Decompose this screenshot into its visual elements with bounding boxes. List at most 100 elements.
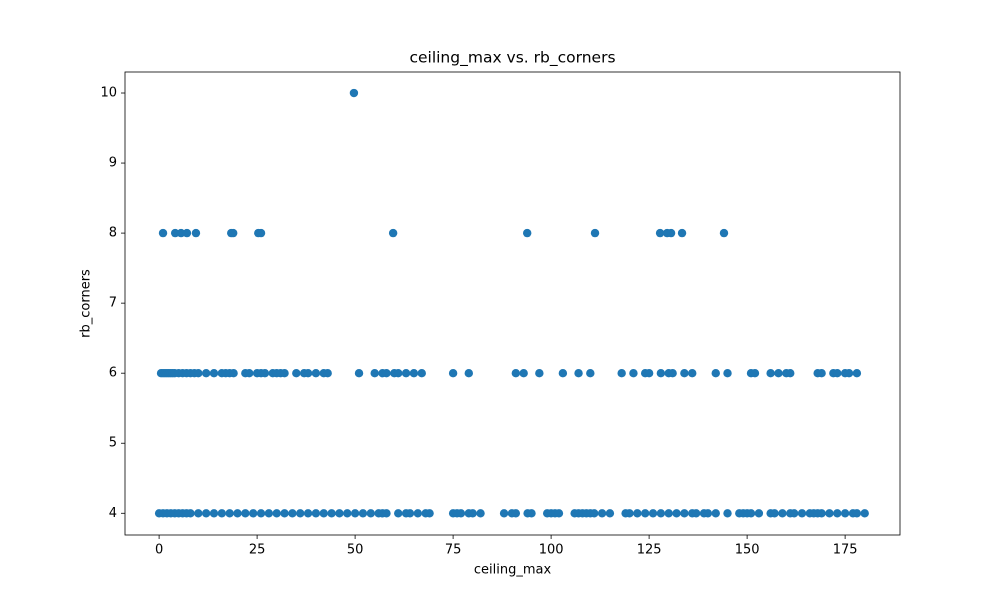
x-tick-label: 25 xyxy=(249,543,266,558)
point xyxy=(194,368,203,378)
point xyxy=(248,509,258,518)
point xyxy=(303,368,313,378)
point xyxy=(296,509,305,518)
point xyxy=(833,509,842,518)
point xyxy=(746,509,756,518)
point xyxy=(672,509,681,518)
plot-frame xyxy=(124,71,901,536)
point xyxy=(413,509,423,518)
point xyxy=(574,368,583,378)
point xyxy=(586,368,595,378)
point xyxy=(597,509,607,518)
point xyxy=(382,509,391,518)
point xyxy=(366,509,375,518)
point xyxy=(590,509,599,518)
point xyxy=(644,368,654,378)
point xyxy=(358,509,368,518)
point xyxy=(677,228,687,238)
point xyxy=(228,228,238,238)
point xyxy=(852,368,862,378)
point xyxy=(425,509,434,518)
point xyxy=(656,509,666,518)
point xyxy=(401,368,411,378)
point xyxy=(750,368,760,378)
point xyxy=(664,509,673,518)
point xyxy=(519,368,528,378)
point xyxy=(311,509,321,518)
point xyxy=(417,368,426,378)
point xyxy=(394,509,403,518)
point xyxy=(711,509,720,518)
point xyxy=(774,368,783,378)
point xyxy=(640,509,650,518)
y-tick-label: 9 xyxy=(109,156,117,171)
point xyxy=(260,368,270,378)
chart-title: ceiling_max vs. rb_corners xyxy=(409,49,615,68)
x-tick-label: 75 xyxy=(445,543,462,558)
point xyxy=(217,509,227,518)
point xyxy=(174,509,183,518)
point xyxy=(201,509,211,518)
point xyxy=(256,509,266,518)
point xyxy=(617,368,626,378)
point xyxy=(688,368,697,378)
point xyxy=(319,509,328,518)
point xyxy=(327,509,336,518)
point xyxy=(633,509,642,518)
point xyxy=(766,368,775,378)
point xyxy=(201,368,211,378)
point xyxy=(303,509,313,518)
point xyxy=(233,509,242,518)
point xyxy=(464,368,473,378)
x-tick-label: 50 xyxy=(347,543,364,558)
point xyxy=(245,368,254,378)
point xyxy=(778,509,787,518)
x-axis-label: ceiling_max xyxy=(474,563,552,578)
point xyxy=(311,368,321,378)
point xyxy=(370,368,379,378)
y-tick-label: 8 xyxy=(109,226,117,241)
point xyxy=(789,509,799,518)
y-tick-label: 4 xyxy=(109,506,117,521)
point xyxy=(264,509,274,518)
x-tick-label: 100 xyxy=(539,543,564,558)
point xyxy=(280,368,289,378)
point xyxy=(448,368,458,378)
point xyxy=(176,228,186,238)
point xyxy=(527,509,536,518)
point xyxy=(852,509,862,518)
point xyxy=(292,368,301,378)
point xyxy=(666,228,676,238)
point xyxy=(405,509,415,518)
point xyxy=(723,368,732,378)
y-axis-label: rb_corners xyxy=(79,269,94,338)
point xyxy=(456,509,466,518)
point xyxy=(703,509,713,518)
point xyxy=(590,228,600,238)
point xyxy=(511,509,521,518)
point xyxy=(680,509,689,518)
point xyxy=(656,368,666,378)
point xyxy=(655,228,665,238)
point xyxy=(343,509,352,518)
point xyxy=(511,368,521,378)
point xyxy=(558,368,568,378)
point xyxy=(191,228,201,238)
y-tick-label: 6 xyxy=(109,366,117,381)
point xyxy=(719,228,729,238)
point xyxy=(680,368,689,378)
point xyxy=(648,509,658,518)
point xyxy=(225,509,234,518)
point xyxy=(229,368,238,378)
x-tick-label: 150 xyxy=(735,543,760,558)
point xyxy=(335,509,344,518)
point xyxy=(272,509,281,518)
point xyxy=(554,509,564,518)
point xyxy=(349,88,359,98)
point xyxy=(817,368,826,378)
y-tick-label: 10 xyxy=(100,86,117,101)
point xyxy=(523,228,532,238)
point xyxy=(723,509,732,518)
point xyxy=(241,509,250,518)
